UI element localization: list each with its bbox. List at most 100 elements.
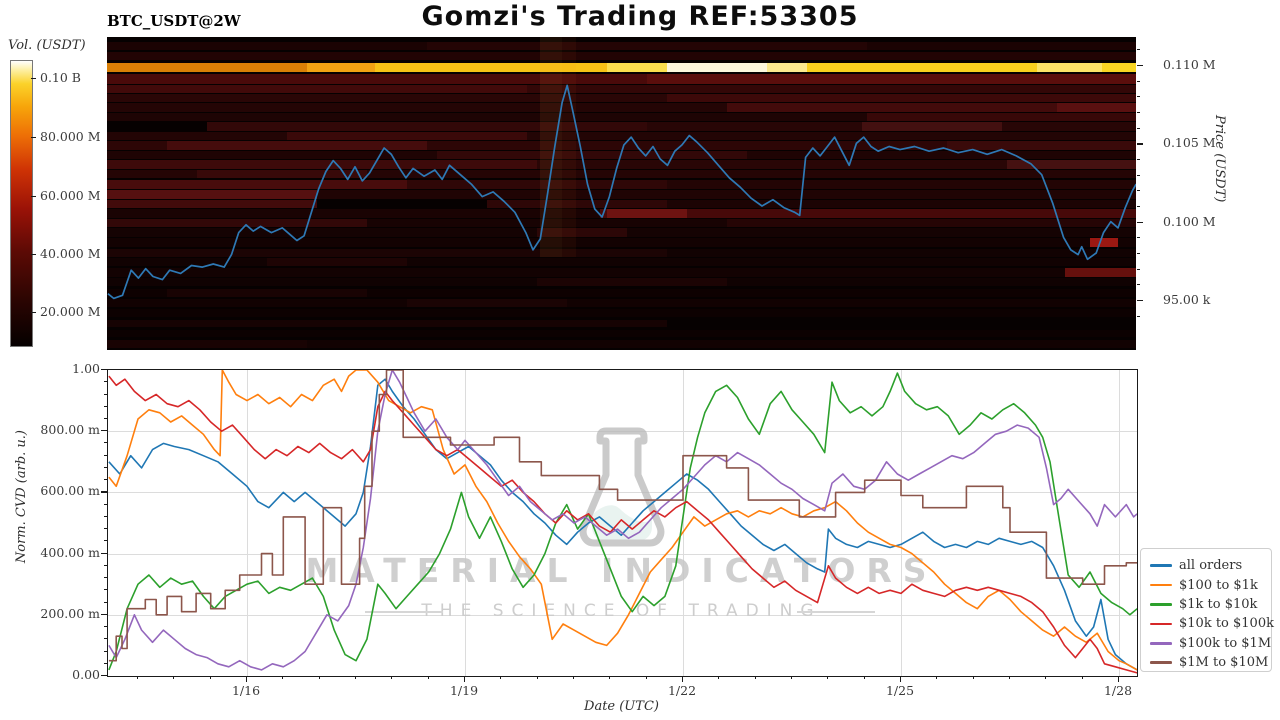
date-minor-tick (1045, 676, 1047, 679)
date-minor-tick (645, 676, 647, 679)
volume-colorbar (10, 60, 33, 347)
cvd-tick-label: 200.00 m (40, 605, 100, 621)
price-tick-label: 0.105 M (1163, 135, 1216, 151)
date-minor-tick (791, 676, 792, 679)
h-gridline (108, 614, 1137, 616)
volume-heatmap (107, 37, 1136, 350)
heatmap-cell (487, 200, 667, 208)
price-tick-label: 0.110 M (1163, 57, 1216, 72)
legend-item: $1M to $10M (1150, 653, 1271, 672)
heatmap-cell (107, 258, 1136, 266)
price-minor-tick (1137, 315, 1140, 317)
colorbar-tick-mark (31, 78, 36, 80)
date-tick-label: 1/28 (1103, 683, 1133, 698)
cvd-axis-title: Norm. CVD (arb. u.) (14, 430, 29, 564)
heatmap-cell (107, 309, 1136, 317)
colorbar-tick-label: 60.000 M (40, 188, 101, 203)
cvd-tick-label: 600.00 m (40, 483, 100, 499)
price-minor-tick (1137, 49, 1140, 51)
page-title: Gomzi's Trading REF:53305 (421, 1, 859, 32)
date-minor-tick (427, 676, 429, 679)
heatmap-cell (600, 209, 1136, 218)
cvd-series--1k-to-10k (108, 372, 1137, 671)
heatmap-cell (107, 85, 527, 93)
heatmap-cell (107, 103, 1136, 112)
date-minor-tick (1081, 676, 1083, 679)
heatmap-cell (375, 63, 607, 72)
heatmap-cell (947, 141, 1136, 150)
cvd-minor-tick (104, 601, 107, 603)
cvd-tick-mark (101, 675, 107, 677)
price-minor-tick (1137, 96, 1140, 98)
legend-item: $100 to $1k (1150, 575, 1271, 594)
heatmap-cell (107, 52, 1136, 60)
cvd-minor-tick (104, 405, 107, 407)
heatmap-cell (667, 94, 1136, 102)
date-minor-tick (209, 676, 211, 679)
date-minor-tick (173, 676, 175, 679)
cvd-tick-label: 400.00 m (40, 544, 100, 560)
date-tick-mark (464, 676, 466, 682)
price-tick-label: 95.00 k (1163, 292, 1211, 307)
price-minor-tick (1137, 159, 1140, 160)
price-minor-tick (1137, 190, 1140, 192)
legend-label: $1M to $10M (1179, 655, 1269, 671)
date-minor-tick (137, 676, 138, 679)
price-minor-tick (1137, 221, 1140, 223)
price-minor-tick (1137, 206, 1140, 207)
heatmap-cell (1057, 103, 1136, 112)
date-minor-tick (936, 676, 938, 679)
heatmap-cell (167, 141, 427, 150)
date-tick-mark (900, 676, 902, 682)
cvd-minor-tick (104, 528, 107, 530)
price-minor-tick (1137, 284, 1140, 286)
heatmap-cell (667, 249, 1136, 257)
cvd-minor-tick (104, 381, 107, 383)
legend-swatch (1150, 661, 1172, 664)
heatmap-cell (667, 180, 1136, 189)
cvd-minor-tick (104, 662, 107, 664)
price-minor-tick (1137, 112, 1140, 113)
legend-swatch (1150, 583, 1172, 587)
cvd-chart (107, 369, 1138, 677)
heatmap-cell (197, 170, 367, 178)
legend-item: all orders (1150, 556, 1271, 575)
date-minor-tick (573, 676, 574, 679)
heatmap-cell (647, 74, 1136, 84)
heatmap-cell (287, 132, 527, 140)
v-gridline (683, 370, 685, 676)
legend-item: $10k to $100k (1150, 614, 1274, 633)
colorbar-tick-label: 0.10 B (40, 70, 81, 85)
price-minor-tick (1137, 80, 1140, 82)
heatmap-cell (807, 63, 1037, 72)
heatmap-cell (537, 160, 1136, 169)
heatmap-cell (407, 180, 667, 189)
price-tick-label: 0.100 M (1163, 213, 1216, 229)
cvd-series-lines (108, 370, 1137, 674)
legend-label: $100k to $1M (1179, 635, 1272, 651)
heatmap-cell (107, 190, 317, 199)
heatmap-cell (107, 289, 1136, 297)
h-gridline (108, 553, 1137, 555)
date-minor-tick (754, 676, 756, 679)
heatmap-cell (107, 170, 1136, 178)
colorbar-tick-label: 20.000 M (40, 304, 101, 319)
price-line-chart (107, 84, 1136, 300)
cvd-minor-tick (104, 430, 107, 432)
heatmap-cell (107, 340, 307, 348)
cvd-series-all-orders (108, 378, 1137, 671)
heatmap-cell (107, 63, 307, 72)
heatmap-cell (317, 190, 1136, 199)
heatmap-cell (1037, 63, 1102, 72)
legend: all orders $100 to $1k $1k to $10k $10k to … (1140, 548, 1274, 672)
heatmap-cell (107, 94, 1136, 102)
cvd-minor-tick (104, 564, 107, 566)
heatmap-cell (437, 151, 747, 159)
heatmap-cell (107, 249, 667, 257)
price-minor-tick (1137, 127, 1140, 129)
legend-swatch (1150, 622, 1172, 626)
heatmap-cell (537, 228, 627, 237)
cvd-minor-tick (104, 503, 107, 505)
v-gridline (247, 370, 248, 676)
